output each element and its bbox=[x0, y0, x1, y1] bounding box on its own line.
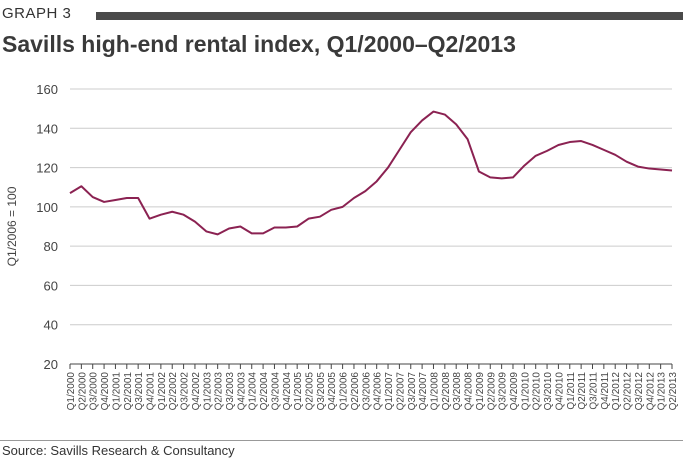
x-tick-label: Q2/2003 bbox=[214, 372, 225, 411]
x-tick-label: Q3/2002 bbox=[180, 372, 191, 411]
graph-number-label: GRAPH 3 bbox=[2, 5, 72, 22]
y-tick-label: 60 bbox=[44, 278, 58, 293]
source-note: Source: Savills Research & Consultancy bbox=[2, 443, 235, 458]
x-tick-label: Q4/2002 bbox=[191, 372, 202, 411]
y-tick-label: 120 bbox=[36, 161, 58, 176]
x-tick-label: Q3/2010 bbox=[543, 372, 554, 411]
y-tick-label: 100 bbox=[36, 200, 58, 215]
x-axis-ticks: Q1/2000 Q2/2000 Q3/2000 Q4/2000 Q1/2001 Q2/20… bbox=[66, 364, 679, 410]
y-tick-label: 20 bbox=[44, 357, 58, 372]
x-tick-label: Q3/2003 bbox=[225, 372, 236, 411]
x-tick-label: Q2/2000 bbox=[77, 372, 88, 411]
x-tick-label: Q1/2013 bbox=[657, 372, 668, 411]
header-rule bbox=[96, 12, 683, 20]
x-tick-label: Q4/2012 bbox=[645, 372, 656, 411]
x-tick-label: Q2/2008 bbox=[441, 372, 452, 411]
series-lines bbox=[69, 110, 673, 236]
x-tick-label: Q3/2009 bbox=[498, 372, 509, 411]
x-tick-label: Q4/2010 bbox=[554, 372, 565, 411]
series-line bbox=[69, 110, 673, 236]
x-tick-label: Q1/2010 bbox=[520, 372, 531, 411]
x-tick-label: Q4/2009 bbox=[509, 372, 520, 411]
x-tick-label: Q3/2005 bbox=[316, 372, 327, 411]
gridlines bbox=[70, 88, 672, 326]
x-tick-label: Q1/2005 bbox=[293, 372, 304, 411]
x-tick-label: Q3/2011 bbox=[588, 372, 599, 410]
x-tick-label: Q4/2008 bbox=[464, 372, 475, 411]
x-tick-label: Q4/2007 bbox=[418, 372, 429, 411]
x-tick-label: Q1/2006 bbox=[339, 372, 350, 411]
x-tick-label: Q3/2007 bbox=[407, 372, 418, 411]
x-tick-label: Q4/2000 bbox=[100, 372, 111, 411]
x-tick-label: Q1/2002 bbox=[157, 372, 168, 411]
source-rule bbox=[0, 440, 683, 441]
x-tick-label: Q2/2013 bbox=[668, 372, 679, 411]
x-tick-label: Q4/2006 bbox=[373, 372, 384, 411]
x-tick-label: Q4/2011 bbox=[600, 372, 611, 410]
x-tick-label: Q1/2011 bbox=[566, 372, 577, 410]
x-tick-label: Q3/2006 bbox=[361, 372, 372, 411]
x-tick-label: Q1/2012 bbox=[611, 372, 622, 411]
y-axis-label: Q1/2006 = 100 bbox=[5, 186, 19, 266]
x-tick-label: Q2/2011 bbox=[577, 372, 588, 410]
x-tick-label: Q1/2001 bbox=[111, 372, 122, 411]
x-tick-label: Q1/2009 bbox=[475, 372, 486, 411]
x-tick-label: Q2/2010 bbox=[532, 372, 543, 411]
x-tick-label: Q1/2007 bbox=[384, 372, 395, 411]
x-tick-label: Q4/2005 bbox=[327, 372, 338, 411]
y-axis-ticks: 20 40 60 80 100 120 140 160 bbox=[36, 82, 58, 372]
x-tick-label: Q3/2008 bbox=[452, 372, 463, 411]
x-tick-label: Q3/2004 bbox=[270, 372, 281, 411]
x-tick-label: Q2/2002 bbox=[168, 372, 179, 411]
x-tick-label: Q1/2003 bbox=[202, 372, 213, 411]
chart-title: Savills high-end rental index, Q1/2000–Q… bbox=[2, 31, 516, 57]
x-tick-label: Q2/2004 bbox=[259, 372, 270, 411]
x-tick-label: Q3/2000 bbox=[89, 372, 100, 411]
x-tick-label: Q2/2007 bbox=[395, 372, 406, 411]
x-tick-label: Q2/2005 bbox=[305, 372, 316, 411]
x-tick-label: Q3/2012 bbox=[634, 372, 645, 411]
x-tick-label: Q1/2004 bbox=[248, 372, 259, 411]
x-tick-label: Q2/2009 bbox=[486, 372, 497, 411]
x-tick-label: Q3/2001 bbox=[134, 372, 145, 411]
x-tick-label: Q1/2008 bbox=[429, 372, 440, 411]
x-tick-label: Q2/2001 bbox=[123, 372, 134, 411]
y-tick-label: 160 bbox=[36, 82, 58, 97]
x-tick-label: Q2/2006 bbox=[350, 372, 361, 411]
x-tick-label: Q1/2000 bbox=[66, 372, 77, 411]
y-tick-label: 40 bbox=[44, 318, 58, 333]
y-tick-label: 80 bbox=[44, 239, 58, 254]
x-tick-label: Q4/2003 bbox=[236, 372, 247, 411]
y-tick-label: 140 bbox=[36, 121, 58, 136]
x-tick-label: Q2/2012 bbox=[623, 372, 634, 411]
x-tick-label: Q4/2001 bbox=[146, 372, 157, 411]
x-tick-label: Q4/2004 bbox=[282, 372, 293, 411]
